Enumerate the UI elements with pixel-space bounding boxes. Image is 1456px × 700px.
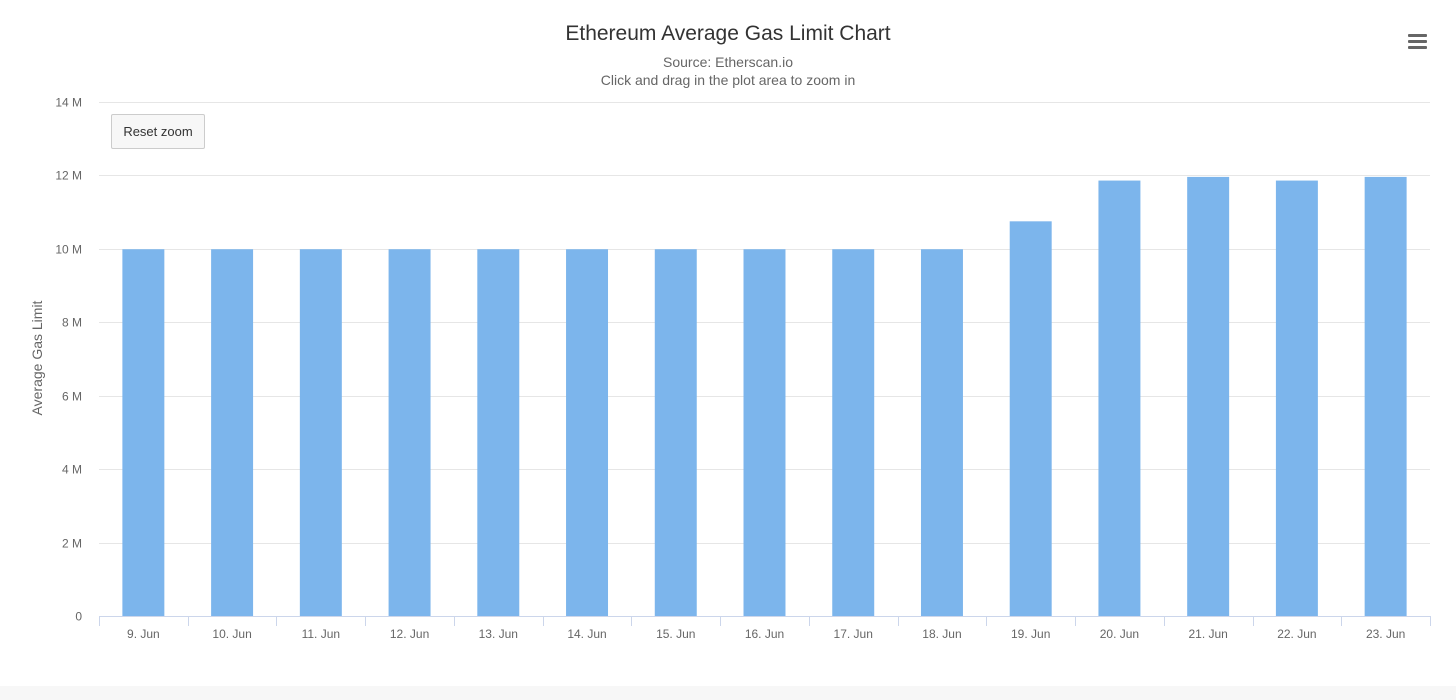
y-tick-label: 4 M — [62, 463, 82, 477]
x-tick-label: 13. Jun — [479, 627, 518, 641]
x-tick-label: 22. Jun — [1277, 627, 1316, 641]
x-tick-label: 23. Jun — [1366, 627, 1405, 641]
y-axis-label: Average Gas Limit — [29, 300, 45, 415]
bar-19-jun[interactable] — [1009, 221, 1052, 616]
menu-icon-line — [1408, 46, 1427, 49]
hamburger-menu-icon[interactable] — [1400, 28, 1434, 56]
y-tick-label: 6 M — [62, 390, 82, 404]
page-footer-strip — [0, 686, 1456, 700]
reset-zoom-button[interactable]: Reset zoom — [111, 114, 205, 149]
bar-21-jun[interactable] — [1187, 176, 1230, 616]
y-tick-label: 8 M — [62, 316, 82, 330]
bar-12-jun[interactable] — [388, 249, 431, 616]
bar-10-jun[interactable] — [211, 249, 254, 616]
x-tick-label: 11. Jun — [302, 627, 340, 641]
y-tick-label: 2 M — [62, 537, 82, 551]
y-tick-label: 10 M — [55, 243, 82, 257]
menu-icon-line — [1408, 40, 1427, 43]
x-tick-label: 10. Jun — [212, 627, 251, 641]
x-tick-label: 9. Jun — [127, 627, 160, 641]
x-tick-label: 16. Jun — [745, 627, 784, 641]
bar-16-jun[interactable] — [743, 249, 786, 616]
chart-subtitle-hint: Click and drag in the plot area to zoom … — [600, 72, 856, 88]
x-tick-label: 12. Jun — [390, 627, 429, 641]
x-tick-label: 20. Jun — [1100, 627, 1139, 641]
bar-13-jun[interactable] — [477, 249, 520, 616]
menu-icon-line — [1408, 34, 1427, 37]
x-tick-label: 17. Jun — [834, 627, 873, 641]
bar-14-jun[interactable] — [566, 249, 609, 616]
y-tick-label: 12 M — [55, 169, 82, 183]
bar-15-jun[interactable] — [654, 249, 697, 616]
x-tick-label: 21. Jun — [1188, 627, 1227, 641]
bar-17-jun[interactable] — [832, 249, 875, 616]
bar-22-jun[interactable] — [1275, 180, 1318, 616]
bar-series[interactable] — [122, 176, 1407, 616]
bar-11-jun[interactable] — [299, 249, 342, 616]
chart-subtitle-source: Source: Etherscan.io — [663, 54, 793, 70]
x-tick-label: 19. Jun — [1011, 627, 1050, 641]
x-tick-label: 14. Jun — [567, 627, 606, 641]
x-tick-label: 18. Jun — [922, 627, 961, 641]
bar-20-jun[interactable] — [1098, 180, 1141, 616]
chart-title: Ethereum Average Gas Limit Chart — [565, 22, 891, 45]
x-tick-label: 15. Jun — [656, 627, 695, 641]
bar-23-jun[interactable] — [1364, 176, 1407, 616]
bar-18-jun[interactable] — [920, 249, 963, 616]
y-tick-label: 0 — [75, 610, 82, 624]
y-tick-label: 14 M — [55, 96, 82, 110]
bar-9-jun[interactable] — [122, 249, 165, 616]
axes: 0 2 M 4 M 6 M 8 M 10 M 12 M 14 M 9. Jun 10. Jun 11… — [55, 96, 1431, 641]
